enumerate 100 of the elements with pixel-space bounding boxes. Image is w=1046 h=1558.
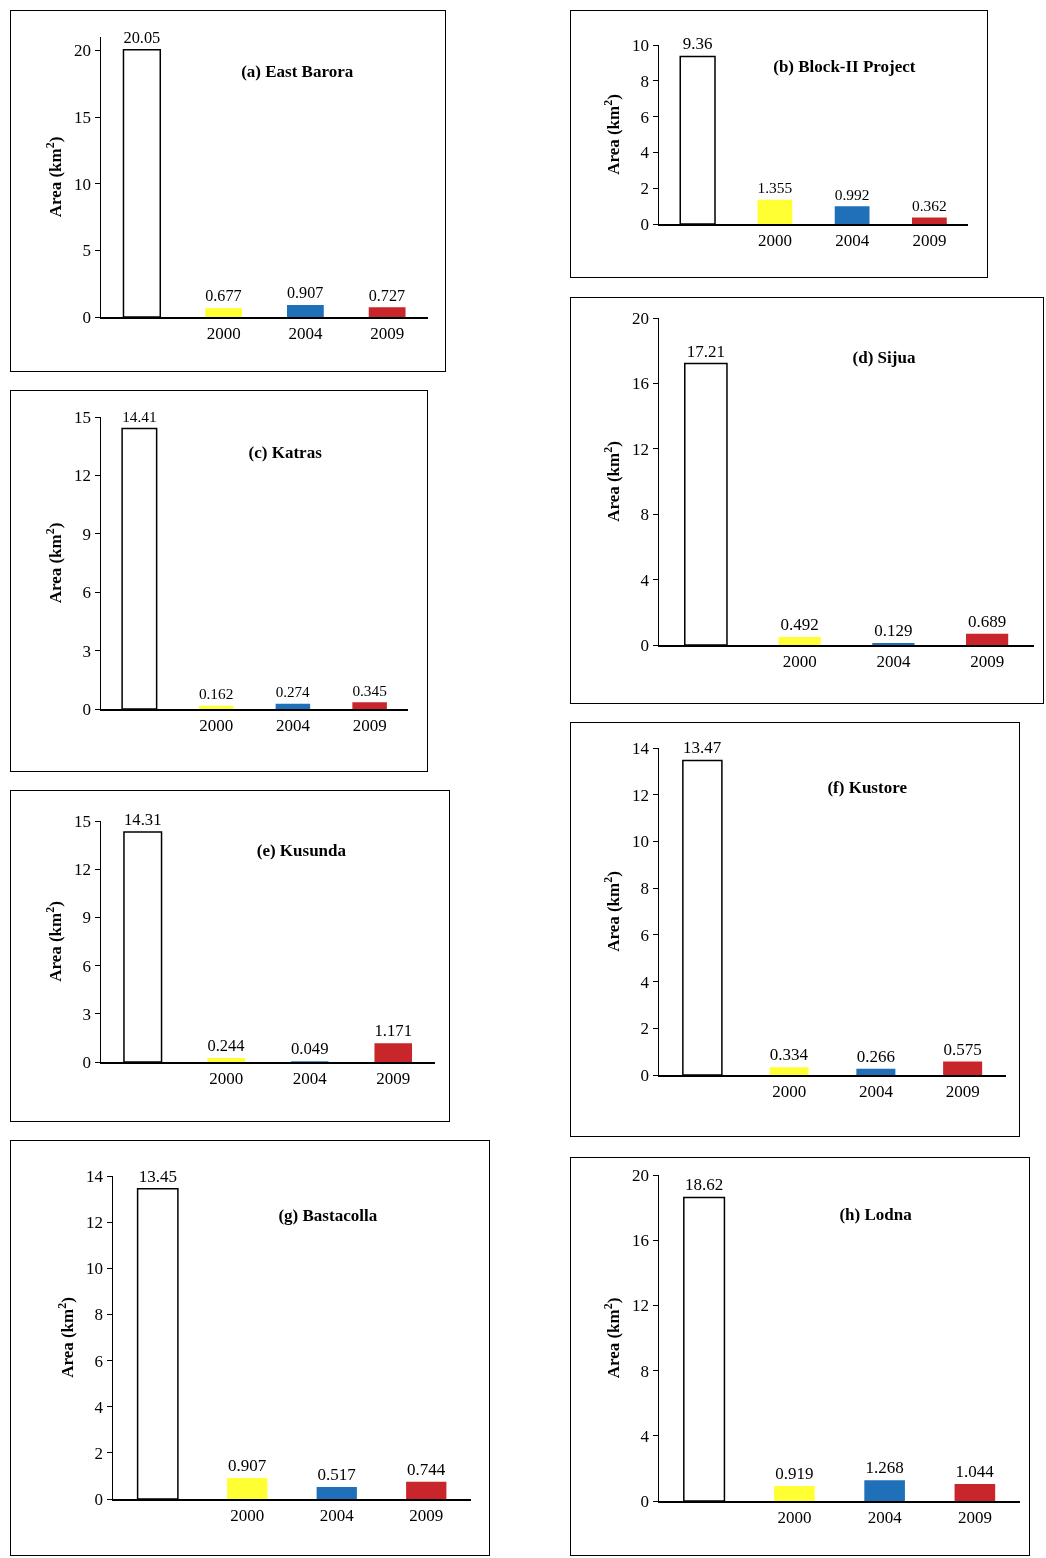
y-tick-label: 6 (640, 925, 650, 945)
y-tick-label: 4 (94, 1397, 104, 1417)
data-label: 0.345 (352, 681, 388, 699)
data-label: 0.334 (769, 1045, 809, 1065)
y-tick-label: 10 (86, 1259, 104, 1279)
y-tick-label: 6 (82, 583, 92, 603)
y-tick-label: 16 (632, 1231, 650, 1251)
data-label: 0.266 (856, 1046, 895, 1066)
x-tick-label: 2000 (199, 715, 234, 735)
y-tick-label: 12 (632, 439, 650, 459)
y-tick-label: 14 (86, 1166, 104, 1186)
bar (774, 1486, 815, 1501)
y-tick-label: 10 (632, 35, 650, 55)
data-label: 0.919 (775, 1464, 814, 1484)
x-tick-label: 2000 (777, 1507, 812, 1527)
bar (911, 217, 947, 224)
y-tick-label: 10 (632, 832, 650, 852)
data-label: 0.677 (205, 287, 242, 305)
text: (b) Block-II Project (773, 57, 916, 77)
y-tick-label: 12 (74, 860, 92, 880)
x-tick-label: 2009 (352, 715, 387, 735)
y-tick-label: 20 (632, 1165, 650, 1185)
x-tick-label: 2004 (292, 1068, 328, 1088)
data-label: 0.049 (290, 1039, 329, 1059)
data-label: 18.62 (685, 1175, 724, 1195)
text: (d) Sijua (852, 348, 916, 368)
text: (h) Lodna (839, 1205, 913, 1225)
text: (f) Kustore (827, 778, 908, 798)
x-tick-label: 2000 (772, 1081, 807, 1101)
bar (198, 705, 234, 709)
text: (e) Kusunda (256, 840, 347, 860)
bar (207, 1058, 246, 1062)
y-tick-label: 0 (640, 1491, 650, 1511)
y-tick-label: 0 (82, 307, 92, 327)
data-label: 0.492 (780, 614, 819, 634)
bar (856, 1068, 896, 1075)
x-tick-label: 2009 (376, 1068, 411, 1088)
y-tick-label: 2 (94, 1443, 104, 1463)
y-tick-label: 0 (640, 214, 650, 234)
bar (374, 1043, 413, 1062)
x-tick-label: 2004 (867, 1507, 903, 1527)
x-tick-label: 2004 (876, 651, 911, 671)
bar (316, 1487, 357, 1499)
y-tick-label: 20 (632, 308, 650, 328)
y-tick-label: 15 (74, 811, 92, 831)
data-label: 14.31 (123, 810, 162, 830)
y-tick-label: 3 (82, 1004, 92, 1024)
data-label: 1.044 (955, 1461, 995, 1481)
data-label: 0.992 (834, 185, 870, 203)
y-tick-label: 15 (74, 107, 92, 127)
data-label: 0.244 (207, 1036, 245, 1056)
bar (834, 206, 870, 224)
y-tick-label: 0 (640, 635, 650, 655)
data-label: 0.689 (968, 611, 1007, 631)
bar (406, 1481, 447, 1499)
y-tick-label: 8 (640, 505, 650, 525)
x-tick-label: 2009 (912, 230, 947, 250)
data-label: 1.355 (757, 179, 793, 197)
y-tick-label: 14 (632, 738, 650, 758)
text: (g) Bastacolla (278, 1205, 378, 1225)
x-tick-label: 2004 (835, 230, 870, 250)
y-tick-label: 4 (640, 1426, 650, 1446)
bar (966, 633, 1009, 645)
y-tick-label: 8 (94, 1305, 104, 1325)
data-label: 0.744 (406, 1459, 446, 1479)
y-tick-label: 12 (632, 785, 650, 805)
bar (352, 702, 387, 709)
y-tick-label: 10 (74, 174, 92, 194)
x-tick-label: 2004 (288, 323, 323, 343)
bar (205, 307, 243, 317)
y-tick-label: 9 (82, 908, 92, 928)
bar (368, 307, 406, 317)
bar (769, 1067, 809, 1075)
data-label: 0.274 (275, 684, 311, 701)
bar (227, 1478, 268, 1499)
y-tick-label: 0 (94, 1489, 104, 1509)
x-tick-label: 2000 (757, 230, 792, 250)
x-tick-label: 2000 (206, 323, 241, 343)
data-label: 13.47 (683, 738, 722, 758)
y-tick-label: 6 (94, 1351, 104, 1371)
data-label: 0.575 (943, 1039, 982, 1059)
bar (954, 1483, 996, 1501)
y-tick-label: 12 (632, 1296, 650, 1316)
x-tick-label: 2009 (370, 323, 405, 343)
y-tick-label: 16 (632, 374, 650, 394)
y-tick-label: 6 (640, 107, 650, 127)
data-label: 0.907 (287, 284, 324, 302)
bar (778, 636, 821, 645)
bar (872, 642, 915, 645)
text: (a) East Barora (241, 61, 354, 81)
y-tick-label: 9 (82, 524, 92, 544)
data-label: 9.36 (682, 34, 713, 54)
data-label: 1.171 (374, 1021, 413, 1041)
x-tick-label: 2000 (209, 1068, 244, 1088)
y-tick-label: 2 (640, 179, 650, 199)
data-label: 0.727 (368, 286, 406, 304)
y-tick-label: 3 (82, 641, 92, 661)
data-label: 0.129 (874, 620, 913, 640)
x-tick-label: 2000 (230, 1505, 265, 1525)
y-tick-label: 15 (74, 407, 92, 427)
